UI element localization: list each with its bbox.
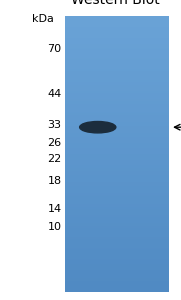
Text: 18: 18 [47,176,62,187]
Text: 14: 14 [47,203,62,214]
Text: Western Blot: Western Blot [71,0,160,8]
Text: 26: 26 [47,137,62,148]
Text: 44: 44 [47,89,62,100]
Text: 33: 33 [48,119,62,130]
Text: 22: 22 [47,154,62,164]
Ellipse shape [80,122,116,133]
Text: kDa: kDa [32,14,54,23]
Text: 70: 70 [47,44,62,55]
Text: 10: 10 [48,221,62,232]
